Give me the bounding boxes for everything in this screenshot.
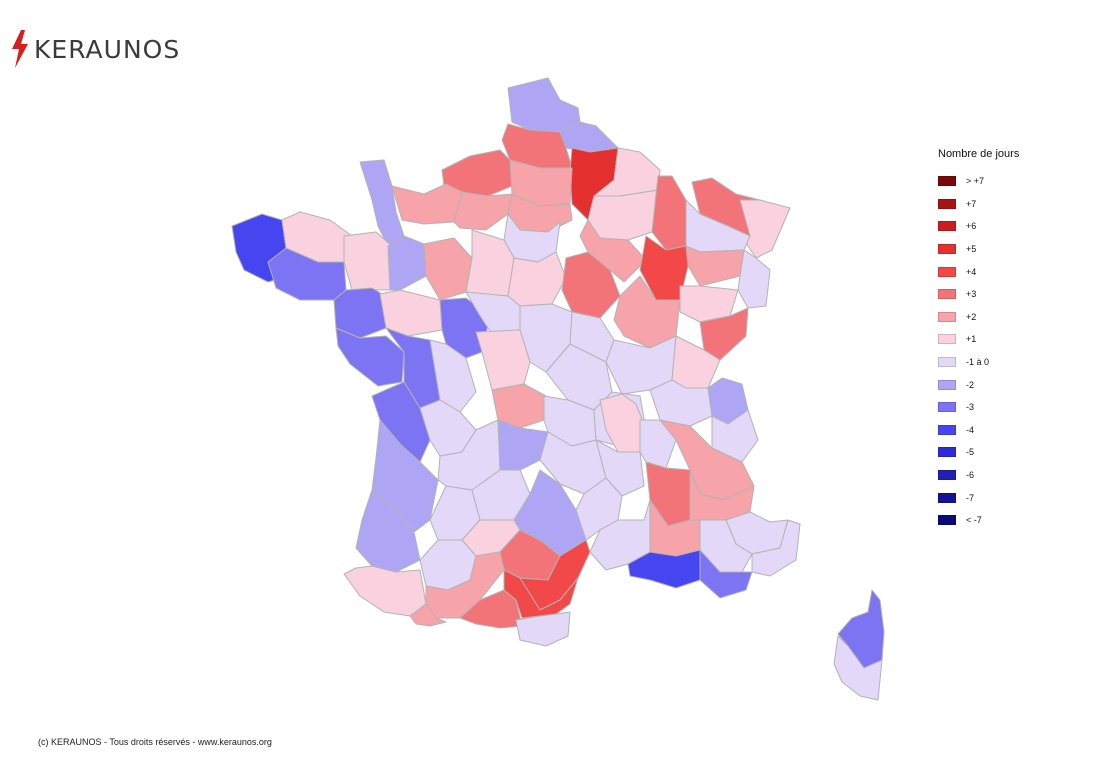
- legend-label: > +7: [966, 176, 985, 187]
- map-region-pyrenees-atlantiques: [343, 565, 427, 617]
- legend-item: -1 à 0: [938, 351, 1019, 374]
- legend-swatch: [938, 289, 956, 300]
- legend-swatch: [938, 515, 956, 526]
- legend-label: -3: [966, 402, 975, 413]
- map-region-hautes-pyrenees: [409, 603, 447, 627]
- lightning-bolt-icon: [12, 30, 28, 68]
- legend-label: -5: [966, 447, 975, 458]
- legend-label: +4: [966, 266, 977, 277]
- legend-item: -4: [938, 419, 1019, 442]
- legend-item: +1: [938, 328, 1019, 351]
- map-region-marne: [587, 189, 659, 241]
- legend-label: +3: [966, 289, 977, 300]
- map-region-alpes-maritimes: [751, 519, 801, 577]
- map-region-mayenne: [387, 235, 427, 291]
- map-region-indre: [475, 329, 531, 391]
- legend-label: +7: [966, 198, 977, 209]
- map-region-corse-du-sud: [833, 635, 883, 701]
- legend-item: -5: [938, 441, 1019, 464]
- legend-item: +6: [938, 215, 1019, 238]
- legend-label: -2: [966, 379, 975, 390]
- legend-item: +5: [938, 238, 1019, 261]
- map-region-var: [699, 549, 753, 599]
- legend-items: > +7 +7 +6 +5 +4 +3 +2 +1 -1 à 0 -2 -3 -4 -5 -6 -7 < -7: [938, 170, 1019, 532]
- legend-swatch: [938, 424, 956, 435]
- map-region-nord-flandre: [507, 77, 581, 133]
- legend-swatch: [938, 357, 956, 368]
- map-region-eure: [453, 191, 513, 231]
- map-region-sarthe: [423, 237, 473, 301]
- map-region-calvados: [391, 183, 463, 225]
- legend-swatch: [938, 379, 956, 390]
- legend-swatch: [938, 244, 956, 255]
- legend-title: Nombre de jours: [938, 148, 1020, 160]
- legend-swatch: [938, 198, 956, 209]
- map-region-ille-et-vilaine: [343, 231, 393, 291]
- legend-item: -3: [938, 396, 1019, 419]
- legend-swatch: [938, 221, 956, 232]
- legend-swatch: [938, 447, 956, 458]
- legend-swatch: [938, 334, 956, 345]
- legend-label: < -7: [966, 515, 982, 526]
- legend-label: +6: [966, 221, 977, 232]
- legend-item: -6: [938, 464, 1019, 487]
- legend-label: +2: [966, 311, 977, 322]
- map-region-pyrenees-orientales: [515, 611, 571, 647]
- legend-swatch: [938, 266, 956, 277]
- legend-item: > +7: [938, 170, 1019, 193]
- legend-item: +7: [938, 193, 1019, 216]
- legend-item: +2: [938, 306, 1019, 329]
- map-region-savoie: [711, 409, 759, 463]
- map-region-meuse: [651, 175, 687, 251]
- map-region-aude: [503, 569, 579, 619]
- legend-item: -7: [938, 486, 1019, 509]
- map-region-gironde: [371, 419, 439, 533]
- legend-item: -2: [938, 373, 1019, 396]
- map-region-indre-et-loire: [439, 297, 491, 359]
- legend-label: -4: [966, 424, 975, 435]
- map-region-haut-rhin: [737, 249, 771, 309]
- map-region-vendee: [335, 327, 405, 387]
- legend-item: < -7: [938, 509, 1019, 532]
- map-region-haute-marne: [639, 235, 689, 301]
- keraunos-logo: KERAUNOS: [10, 30, 180, 68]
- legend-item: +3: [938, 283, 1019, 306]
- legend-label: -1 à 0: [966, 357, 990, 368]
- legend-swatch: [938, 176, 956, 187]
- legend: Nombre de jours > +7 +7 +6 +5 +4 +3 +2 +1 -1 à 0…: [938, 148, 1019, 532]
- legend-swatch: [938, 470, 956, 481]
- legend-label: -6: [966, 470, 975, 481]
- legend-label: +1: [966, 334, 977, 345]
- legend-label: +5: [966, 244, 977, 255]
- legend-swatch: [938, 311, 956, 322]
- brand-name: KERAUNOS: [34, 34, 181, 64]
- legend-swatch: [938, 492, 956, 503]
- legend-item: +4: [938, 260, 1019, 283]
- legend-swatch: [938, 402, 956, 413]
- map-region-ariege: [459, 589, 523, 629]
- copyright-footer: (c) KERAUNOS - Tous droits réservés - ww…: [38, 737, 272, 747]
- map-region-vosges: [685, 245, 745, 287]
- legend-label: -7: [966, 492, 975, 503]
- map-region-aube: [579, 219, 647, 283]
